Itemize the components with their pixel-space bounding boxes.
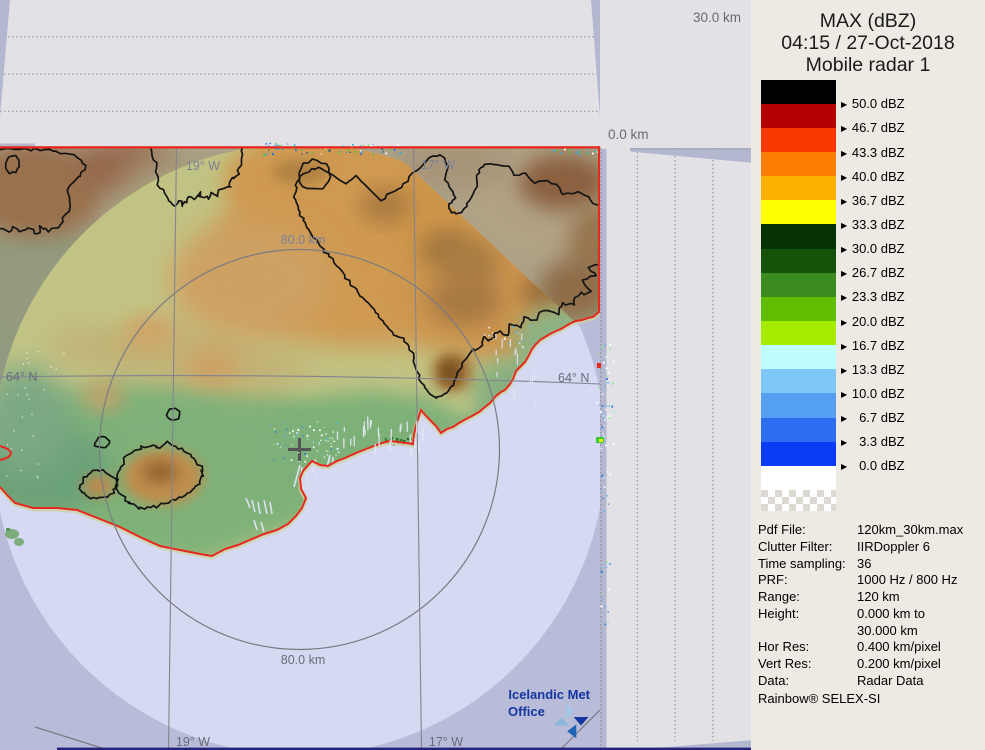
svg-text:80.0 km: 80.0 km <box>281 233 325 247</box>
svg-text:64° N: 64° N <box>6 370 37 384</box>
svg-text:17° W: 17° W <box>421 158 455 172</box>
svg-text:Icelandic Met: Icelandic Met <box>508 687 590 702</box>
svg-text:0.0 km: 0.0 km <box>608 127 649 142</box>
svg-text:Office: Office <box>508 704 545 719</box>
svg-text:19° W: 19° W <box>186 159 220 173</box>
svg-text:80.0 km: 80.0 km <box>281 653 325 667</box>
svg-text:17° W: 17° W <box>429 735 463 749</box>
svg-text:19° W: 19° W <box>176 735 210 749</box>
svg-text:30.0 km: 30.0 km <box>693 10 741 25</box>
svg-text:64° N: 64° N <box>558 371 589 385</box>
